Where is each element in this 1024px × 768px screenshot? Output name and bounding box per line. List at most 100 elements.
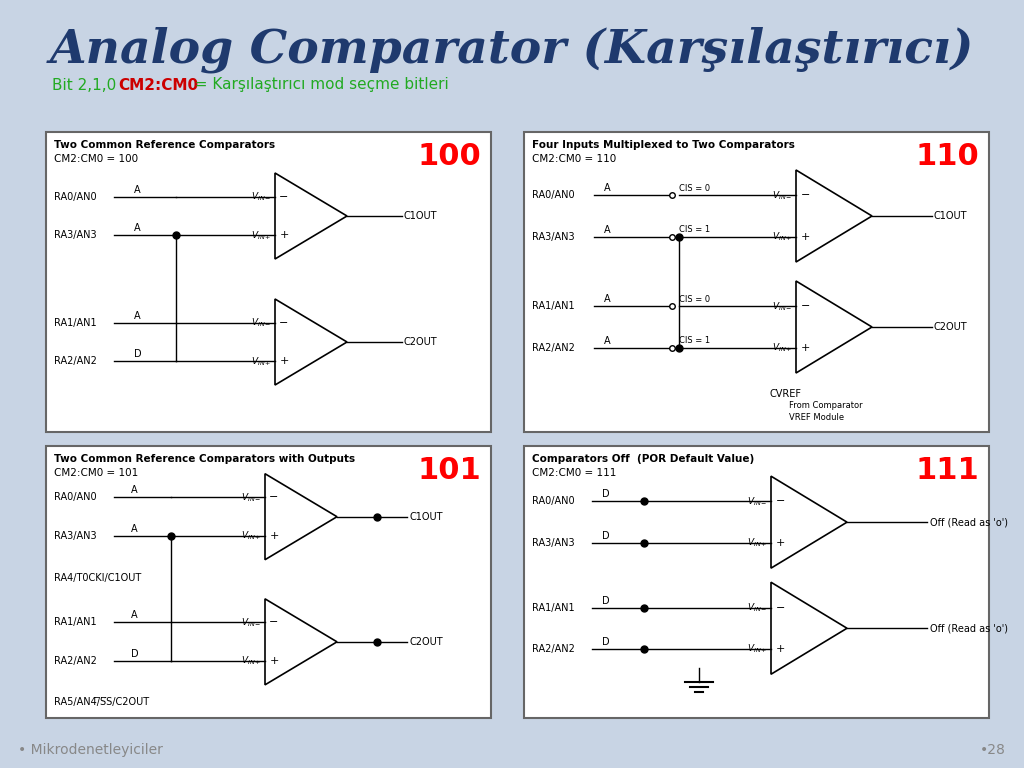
Text: Off (Read as 'o'): Off (Read as 'o') (930, 517, 1008, 527)
Text: = Karşılaştırıcı mod seçme bitleri: = Karşılaştırıcı mod seçme bitleri (185, 78, 449, 92)
Text: +: + (269, 656, 279, 666)
Text: −: − (269, 617, 279, 627)
Text: CM2:CM0: CM2:CM0 (118, 78, 198, 92)
Text: RA5/AN4/̅S̅S/C2OUT: RA5/AN4/̅S̅S/C2OUT (54, 697, 150, 707)
Text: A: A (131, 611, 137, 621)
Text: RA2/AN2: RA2/AN2 (54, 656, 97, 666)
Text: $V_{IN+}$: $V_{IN+}$ (748, 643, 768, 655)
Text: $V_{IN+}$: $V_{IN+}$ (252, 229, 272, 242)
Text: $V_{IN+}$: $V_{IN+}$ (748, 537, 768, 549)
Text: C1OUT: C1OUT (404, 211, 437, 221)
Text: $V_{IN+}$: $V_{IN+}$ (772, 230, 793, 243)
Text: D: D (602, 489, 609, 499)
Text: RA3/AN3: RA3/AN3 (532, 538, 574, 548)
Text: Bit 2,1,0: Bit 2,1,0 (52, 78, 121, 92)
Text: A: A (604, 336, 610, 346)
Text: +: + (776, 644, 785, 654)
Text: RA2/AN2: RA2/AN2 (532, 343, 574, 353)
Text: RA0/AN0: RA0/AN0 (54, 492, 96, 502)
Text: A: A (604, 225, 610, 235)
Text: RA3/AN3: RA3/AN3 (54, 531, 96, 541)
Text: $V_{IN+}$: $V_{IN+}$ (242, 655, 262, 667)
Text: −: − (801, 190, 810, 200)
Text: A: A (131, 485, 137, 495)
Text: D: D (134, 349, 141, 359)
Text: CM2:CM0 = 111: CM2:CM0 = 111 (532, 468, 616, 478)
Text: $V_{IN+}$: $V_{IN+}$ (772, 342, 793, 354)
Text: Comparators Off  (POR Default Value): Comparators Off (POR Default Value) (532, 454, 755, 464)
Text: −: − (269, 492, 279, 502)
Text: −: − (776, 603, 785, 613)
Text: A: A (134, 184, 140, 194)
Text: RA2/AN2: RA2/AN2 (532, 644, 574, 654)
Text: 111: 111 (915, 456, 979, 485)
Text: Analog Comparator (Karşılaştırıcı): Analog Comparator (Karşılaştırıcı) (50, 27, 974, 73)
FancyBboxPatch shape (524, 132, 989, 432)
Text: RA3/AN3: RA3/AN3 (532, 232, 574, 242)
Text: +: + (280, 356, 289, 366)
Text: 101: 101 (417, 456, 481, 485)
Text: RA3/AN3: RA3/AN3 (54, 230, 96, 240)
Text: VREF Module: VREF Module (790, 413, 844, 422)
Text: Two Common Reference Comparators: Two Common Reference Comparators (54, 140, 275, 150)
Text: $V_{IN-}$: $V_{IN-}$ (252, 316, 272, 329)
Text: A: A (134, 310, 140, 321)
Text: RA0/AN0: RA0/AN0 (532, 190, 574, 200)
Text: CM2:CM0 = 110: CM2:CM0 = 110 (532, 154, 616, 164)
Text: A: A (604, 294, 610, 304)
Text: $V_{IN-}$: $V_{IN-}$ (772, 189, 793, 201)
FancyBboxPatch shape (46, 132, 490, 432)
Text: $V_{IN-}$: $V_{IN-}$ (242, 616, 262, 629)
Text: $V_{IN-}$: $V_{IN-}$ (242, 491, 262, 504)
Text: C1OUT: C1OUT (934, 211, 968, 221)
Text: •28: •28 (980, 743, 1006, 757)
Text: 110: 110 (915, 142, 979, 171)
Text: Two Common Reference Comparators with Outputs: Two Common Reference Comparators with Ou… (54, 454, 355, 464)
Text: $V_{IN+}$: $V_{IN+}$ (242, 530, 262, 542)
Text: From Comparator: From Comparator (790, 402, 862, 411)
Text: $V_{IN-}$: $V_{IN-}$ (772, 300, 793, 313)
Text: −: − (776, 496, 785, 506)
Text: +: + (280, 230, 289, 240)
Text: Four Inputs Multiplexed to Two Comparators: Four Inputs Multiplexed to Two Comparato… (532, 140, 795, 150)
Text: D: D (602, 595, 609, 605)
Text: RA4/T0CKI/C1OUT: RA4/T0CKI/C1OUT (54, 573, 141, 583)
Text: RA2/AN2: RA2/AN2 (54, 356, 97, 366)
Text: $V_{IN-}$: $V_{IN-}$ (748, 495, 768, 508)
Text: C2OUT: C2OUT (934, 322, 968, 332)
Text: RA1/AN1: RA1/AN1 (532, 603, 574, 613)
Text: −: − (801, 301, 810, 311)
Text: +: + (801, 232, 810, 242)
Text: RA1/AN1: RA1/AN1 (532, 301, 574, 311)
Text: A: A (604, 184, 610, 194)
Text: RA0/AN0: RA0/AN0 (532, 496, 574, 506)
Text: +: + (776, 538, 785, 548)
Text: RA0/AN0: RA0/AN0 (54, 192, 96, 202)
Text: RA1/AN1: RA1/AN1 (54, 617, 96, 627)
Text: −: − (280, 318, 289, 328)
Text: C1OUT: C1OUT (409, 511, 442, 521)
FancyBboxPatch shape (46, 446, 490, 718)
Text: CM2:CM0 = 101: CM2:CM0 = 101 (54, 468, 138, 478)
Text: A: A (134, 223, 140, 233)
FancyBboxPatch shape (524, 446, 989, 718)
Text: +: + (269, 531, 279, 541)
Text: CIS = 1: CIS = 1 (679, 336, 710, 345)
Text: Off (Read as 'o'): Off (Read as 'o') (930, 624, 1008, 634)
Text: C2OUT: C2OUT (404, 337, 437, 347)
Text: D: D (131, 649, 138, 659)
Text: D: D (602, 637, 609, 647)
Text: CVREF: CVREF (769, 389, 801, 399)
Text: $V_{IN+}$: $V_{IN+}$ (252, 355, 272, 368)
Text: • Mikrodenetleyiciler: • Mikrodenetleyiciler (18, 743, 163, 757)
Text: CIS = 1: CIS = 1 (679, 225, 710, 234)
Text: −: − (280, 192, 289, 202)
Text: A: A (131, 524, 137, 534)
Text: CIS = 0: CIS = 0 (679, 184, 710, 193)
Text: +: + (801, 343, 810, 353)
Text: CIS = 0: CIS = 0 (679, 295, 710, 304)
Text: 100: 100 (417, 142, 481, 171)
Text: $V_{IN-}$: $V_{IN-}$ (252, 190, 272, 203)
Text: RA1/AN1: RA1/AN1 (54, 318, 96, 328)
Text: $V_{IN-}$: $V_{IN-}$ (748, 601, 768, 614)
